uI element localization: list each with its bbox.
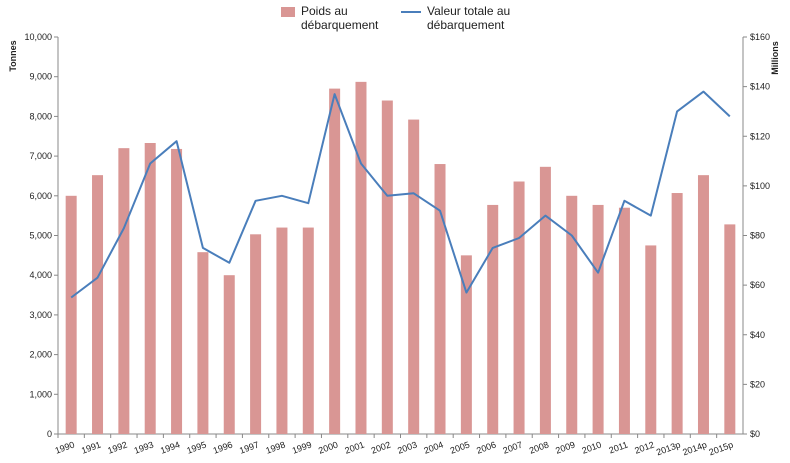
x-tick-label: 2003 — [396, 439, 418, 455]
y-left-tick-label: 4,000 — [29, 270, 52, 280]
x-tick-label: 1992 — [106, 439, 128, 455]
bar — [671, 193, 683, 434]
x-tick-label: 2012 — [633, 439, 655, 455]
bar — [645, 245, 657, 434]
y-right-tick-label: $100 — [750, 181, 770, 191]
bar — [171, 148, 183, 435]
x-tick-label: 1990 — [54, 439, 76, 455]
bar — [566, 195, 578, 434]
y-left-tick-label: 3,000 — [29, 310, 52, 320]
bar — [697, 175, 709, 434]
y-left-tick-label: 6,000 — [29, 191, 52, 201]
x-tick-label: 2013p — [655, 439, 682, 457]
x-tick-label: 2007 — [501, 439, 523, 455]
bar — [144, 142, 156, 434]
x-tick-label: 2010 — [581, 439, 603, 455]
x-tick-label: 1995 — [185, 439, 207, 455]
bar — [513, 181, 525, 434]
value-line — [70, 90, 731, 299]
x-tick-label: 2000 — [317, 439, 339, 455]
x-tick-label: 2008 — [528, 439, 550, 455]
bar — [223, 275, 235, 434]
y-left-tick-label: 10,000 — [24, 32, 52, 42]
bar — [276, 227, 288, 434]
x-tick-label: 1996 — [212, 439, 234, 455]
legend-swatch-bar — [281, 7, 295, 17]
x-tick-label: 1999 — [291, 439, 313, 455]
bar — [302, 227, 314, 434]
y-right-tick-label: $60 — [750, 280, 765, 290]
y-left-tick-label: 1,000 — [29, 389, 52, 399]
legend-label-weight: Poids au débarquement — [301, 4, 379, 32]
bar — [250, 234, 262, 434]
x-tick-label: 2014p — [681, 439, 708, 457]
bar — [355, 81, 367, 435]
bar — [197, 252, 209, 434]
x-tick-label: 1997 — [238, 439, 260, 455]
legend-label-value: Valeur totale au débarquement — [427, 4, 511, 32]
bar — [329, 88, 341, 435]
x-tick-label: 2002 — [370, 439, 392, 455]
legend: Poids au débarquement Valeur totale au d… — [0, 4, 790, 38]
x-tick-label: 1998 — [264, 439, 286, 455]
bar — [724, 224, 736, 434]
x-tick-label: 2005 — [449, 439, 471, 455]
legend-swatch-line — [401, 11, 421, 13]
bar — [408, 119, 420, 435]
y-left-axis-title: Tonnes — [8, 40, 18, 71]
y-left-tick-label: 7,000 — [29, 151, 52, 161]
y-left-tick-label: 8,000 — [29, 111, 52, 121]
y-right-axis-title: Millions — [770, 41, 780, 75]
bar — [460, 255, 472, 434]
bar — [65, 195, 77, 434]
y-left-tick-label: 9,000 — [29, 72, 52, 82]
legend-item-value: Valeur totale au débarquement — [401, 4, 547, 32]
legend-item-weight: Poids au débarquement — [281, 4, 411, 32]
bar — [539, 166, 551, 434]
bar — [618, 207, 630, 434]
y-right-tick-label: $160 — [750, 32, 770, 42]
y-right-tick-label: $120 — [750, 131, 770, 141]
x-tick-label: 2015p — [708, 439, 735, 457]
bar — [92, 175, 104, 434]
y-right-tick-label: $80 — [750, 231, 765, 241]
y-right-tick-label: $140 — [750, 82, 770, 92]
bar — [592, 204, 604, 434]
x-tick-label: 2001 — [343, 439, 365, 455]
bar — [381, 100, 393, 435]
x-tick-label: 2006 — [475, 439, 497, 455]
x-tick-label: 2004 — [422, 439, 444, 455]
y-right-tick-label: $20 — [750, 379, 765, 389]
x-tick-label: 1993 — [133, 439, 155, 455]
y-left-tick-label: 0 — [47, 429, 52, 439]
y-right-tick-label: $0 — [750, 429, 760, 439]
bar — [434, 164, 446, 435]
y-right-tick-label: $40 — [750, 330, 765, 340]
y-left-tick-label: 5,000 — [29, 231, 52, 241]
bar — [487, 204, 499, 434]
x-tick-label: 1994 — [159, 439, 181, 455]
x-tick-label: 2011 — [608, 439, 630, 455]
y-left-tick-label: 2,000 — [29, 350, 52, 360]
bar — [118, 148, 130, 434]
x-tick-label: 1991 — [80, 439, 102, 455]
x-tick-label: 2009 — [554, 439, 576, 455]
